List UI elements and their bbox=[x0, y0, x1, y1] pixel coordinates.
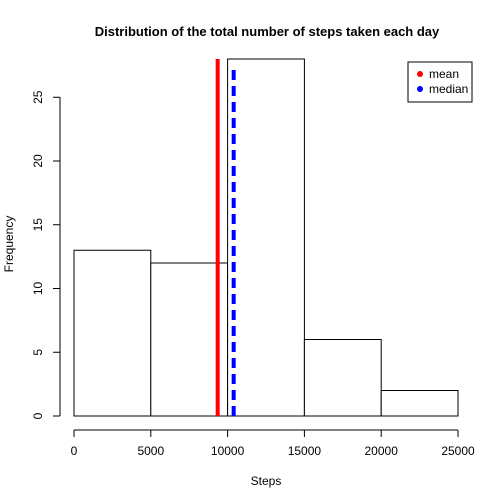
legend-label-median: median bbox=[429, 82, 468, 96]
histogram-bar-2 bbox=[227, 58, 305, 417]
y-tick-label-3: 15 bbox=[31, 218, 45, 232]
legend-marker-median bbox=[417, 86, 423, 92]
x-axis: 0 5000 10000 15000 20000 25000 bbox=[71, 429, 475, 458]
y-tick-label-5: 25 bbox=[31, 90, 45, 104]
y-tick-label-0: 0 bbox=[31, 412, 45, 419]
legend-label-mean: mean bbox=[429, 67, 459, 81]
x-tick-label-5: 25000 bbox=[441, 444, 475, 458]
y-tick-label-4: 20 bbox=[31, 154, 45, 168]
x-tick-label-4: 20000 bbox=[365, 444, 399, 458]
y-axis-label: Frequency bbox=[2, 216, 16, 273]
y-tick-label-1: 5 bbox=[31, 349, 45, 356]
histogram-bars bbox=[73, 58, 459, 417]
x-axis-label: Steps bbox=[251, 474, 282, 488]
chart-title: Distribution of the total number of step… bbox=[95, 24, 440, 39]
histogram-bar-4 bbox=[380, 390, 459, 417]
histogram-bar-1 bbox=[150, 262, 229, 417]
legend-marker-mean bbox=[417, 71, 423, 77]
legend-box bbox=[407, 61, 473, 103]
x-tick-label-2: 10000 bbox=[211, 444, 245, 458]
x-tick-label-0: 0 bbox=[71, 444, 78, 458]
y-tick-label-2: 10 bbox=[31, 282, 45, 296]
x-tick-label-3: 15000 bbox=[288, 444, 322, 458]
histogram-bar-0 bbox=[73, 249, 152, 417]
x-tick-label-1: 5000 bbox=[137, 444, 164, 458]
reference-lines bbox=[215, 59, 236, 416]
histogram-bar-3 bbox=[303, 339, 382, 417]
y-axis: 0 5 10 15 20 25 bbox=[31, 90, 61, 419]
